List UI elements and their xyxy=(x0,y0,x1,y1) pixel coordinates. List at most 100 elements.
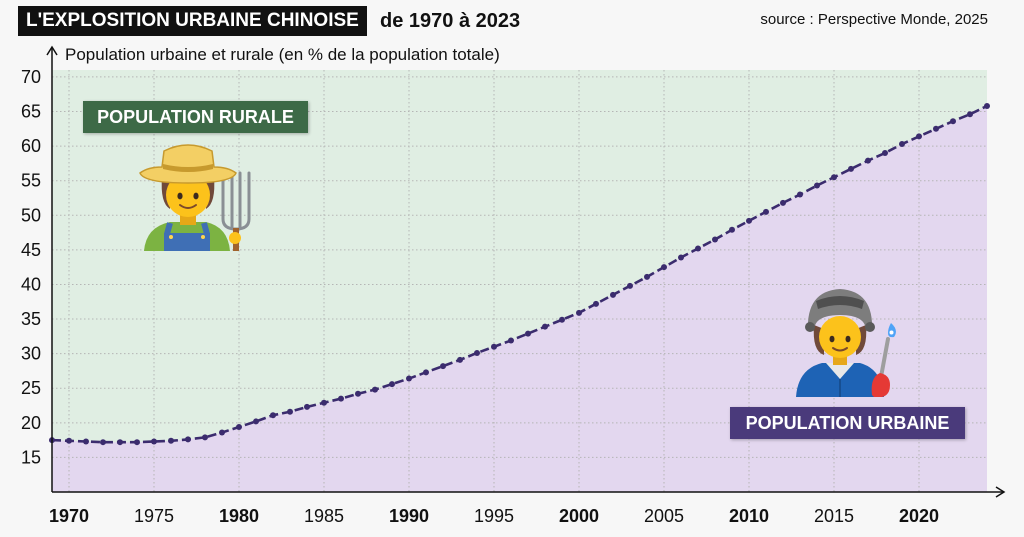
data-point-1981 xyxy=(253,418,259,425)
urban-label: POPULATION URBAINE xyxy=(730,407,965,439)
data-point-2015 xyxy=(831,174,837,181)
data-point-1975 xyxy=(151,438,157,445)
data-point-1973 xyxy=(117,439,123,446)
data-point-2001 xyxy=(593,300,599,307)
data-point-2006 xyxy=(678,254,684,261)
urban-area xyxy=(52,105,987,493)
data-points xyxy=(49,102,990,446)
data-point-1978 xyxy=(202,434,208,441)
x-tick-label: 2015 xyxy=(814,506,854,526)
data-point-1989 xyxy=(389,381,395,388)
data-point-2003 xyxy=(627,282,633,289)
red-glove xyxy=(871,373,890,397)
data-point-2014 xyxy=(814,182,820,189)
data-point-2008 xyxy=(712,236,718,243)
x-tick-label: 1975 xyxy=(134,506,174,526)
data-point-2005 xyxy=(661,264,667,271)
data-point-1991 xyxy=(423,369,429,376)
data-point-1988 xyxy=(372,386,378,393)
data-point-1996 xyxy=(508,337,514,344)
data-point-1974 xyxy=(134,439,140,446)
data-point-2020 xyxy=(916,133,922,140)
data-point-2012 xyxy=(780,199,786,206)
y-tick-label: 40 xyxy=(21,274,41,294)
data-point-1982 xyxy=(270,412,276,419)
data-point-2013 xyxy=(797,191,803,198)
data-point-2009 xyxy=(729,226,735,233)
data-point-2018 xyxy=(882,150,888,157)
farmer-hair xyxy=(161,177,215,209)
data-point-1998 xyxy=(542,323,548,330)
y-tick-label: 35 xyxy=(21,309,41,329)
farmer-overalls xyxy=(164,233,210,251)
chart-subtitle: de 1970 à 2023 xyxy=(380,10,521,32)
rural-label: POPULATION RURALE xyxy=(83,101,308,133)
farmer-hand xyxy=(229,232,241,244)
welding-mask-hinge xyxy=(865,322,875,332)
data-point-1979 xyxy=(219,429,225,436)
data-point-1980 xyxy=(236,423,242,430)
x-tick-label: 2010 xyxy=(729,506,769,526)
data-point-2019 xyxy=(899,141,905,148)
data-point-1995 xyxy=(491,343,497,350)
data-point-1983 xyxy=(287,408,293,415)
data-point-2010 xyxy=(746,217,752,224)
hat-band xyxy=(163,164,213,172)
data-point-2022 xyxy=(950,118,956,125)
chart-title: L'EXPLOSITION URBAINE CHINOISE xyxy=(18,6,367,36)
data-point-1985 xyxy=(321,399,327,406)
data-point-1992 xyxy=(440,363,446,370)
x-tick-label: 2020 xyxy=(899,506,939,526)
worker-eye xyxy=(829,335,835,343)
straw-hat xyxy=(139,144,237,184)
data-point-1970 xyxy=(66,437,72,444)
welding-mask-hinge xyxy=(805,322,815,332)
welding-torch xyxy=(879,337,890,379)
data-point-1990 xyxy=(406,375,412,382)
welding-mask-visor xyxy=(816,296,864,309)
y-tick-label: 15 xyxy=(21,447,41,467)
data-point-1971 xyxy=(83,438,89,445)
data-point-2002 xyxy=(610,291,616,298)
x-axis-arrow xyxy=(995,486,1006,498)
overall-button xyxy=(201,235,205,239)
data-point-2023 xyxy=(967,111,973,118)
y-tick-label: 70 xyxy=(21,67,41,87)
y-tick-label: 55 xyxy=(21,171,41,191)
y-tick-label: 45 xyxy=(21,240,41,260)
data-point-2007 xyxy=(695,245,701,252)
factory-worker-icon xyxy=(796,289,896,397)
data-point-1994 xyxy=(474,349,480,356)
data-point-1977 xyxy=(185,436,191,443)
data-point-1993 xyxy=(457,356,463,363)
y-axis-arrow xyxy=(46,45,58,56)
y-tick-label: 65 xyxy=(21,102,41,122)
data-point-2016 xyxy=(848,165,854,172)
data-point-1986 xyxy=(338,395,344,402)
data-point-2011 xyxy=(763,208,769,215)
worker-smile xyxy=(832,347,848,352)
y-tick-label: 30 xyxy=(21,344,41,364)
x-tick-label: 2005 xyxy=(644,506,684,526)
x-tick-label: 1970 xyxy=(49,506,89,526)
data-point-2021 xyxy=(933,125,939,132)
x-tick-label: 1990 xyxy=(389,506,429,526)
data-point-1972 xyxy=(100,439,106,446)
torch-flame-core xyxy=(889,330,894,335)
y-tick-label: 25 xyxy=(21,378,41,398)
data-point-2017 xyxy=(865,157,871,164)
data-point-2024 xyxy=(984,102,990,109)
pitchfork-tines xyxy=(221,171,251,231)
farmer-eye xyxy=(177,192,183,200)
worker-collar xyxy=(826,363,854,379)
worker-hair xyxy=(813,325,867,355)
x-tick-label: 1985 xyxy=(304,506,344,526)
data-point-1999 xyxy=(559,316,565,323)
farmer-face xyxy=(166,173,210,217)
y-axis-label: Population urbaine et rurale (en % de la… xyxy=(65,45,500,64)
chart-source: source : Perspective Monde, 2025 xyxy=(760,11,988,28)
x-tick-label: 1980 xyxy=(219,506,259,526)
y-tick-label: 60 xyxy=(21,136,41,156)
data-point-1987 xyxy=(355,390,361,397)
